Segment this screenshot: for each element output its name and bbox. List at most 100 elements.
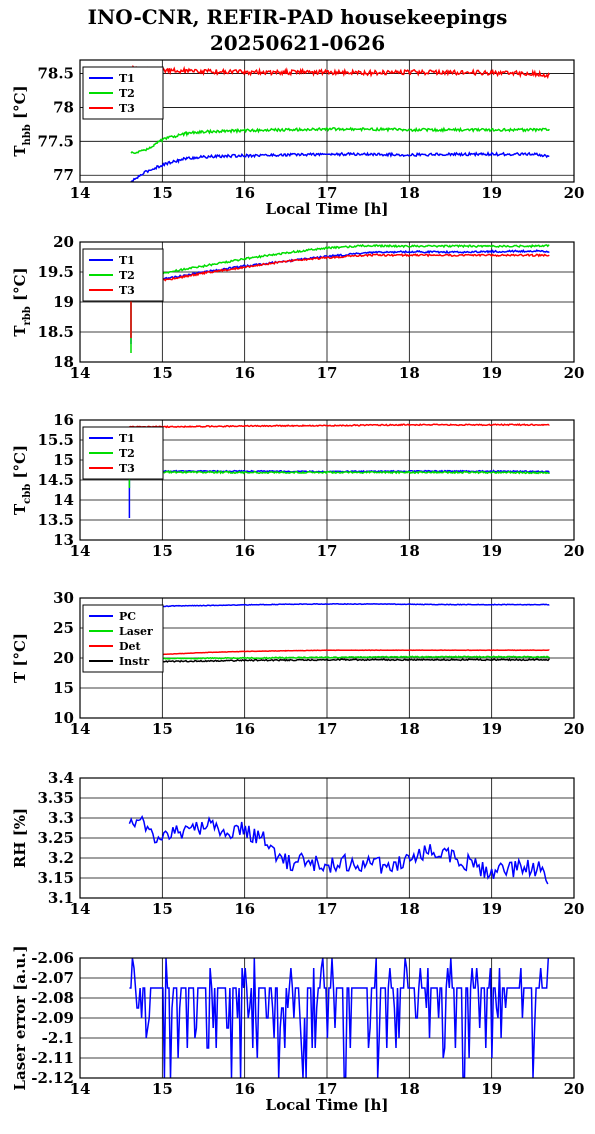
chart-panel-4: 14 15 16 17 18 19 20 10 15 20 25 30 T [°C] PC Laser Det… xyxy=(11,589,584,738)
x-tick-label: 14 xyxy=(70,900,91,918)
y-axis-label: Tcbb [°C] xyxy=(11,445,33,515)
x-tick-label: 18 xyxy=(399,542,420,560)
y-tick-label: 15 xyxy=(53,451,74,469)
y-tick-label: 13.5 xyxy=(37,511,74,529)
legend-label: Laser xyxy=(119,625,153,638)
y-tick-label: 77.5 xyxy=(37,132,74,150)
chart-panel-6: 14 15 16 17 18 19 20 -2.12 -2.11 -2.1 -2.09 -2.08 -2… xyxy=(11,945,584,1114)
x-tick-label: 20 xyxy=(564,364,585,382)
legend-label: T3 xyxy=(119,102,135,115)
x-tick-label: 20 xyxy=(564,900,585,918)
x-tick-label: 15 xyxy=(152,1080,173,1098)
y-tick-label: -2.1 xyxy=(42,1029,74,1047)
x-tick-label: 14 xyxy=(70,184,91,202)
x-tick-label: 18 xyxy=(399,900,420,918)
chart-title-block: INO-CNR, REFIR-PAD housekeepings 2025062… xyxy=(0,4,595,56)
x-tick-label: 19 xyxy=(481,720,502,738)
x-tick-label: 16 xyxy=(234,184,255,202)
series-line-t2 xyxy=(130,243,550,353)
legend: T1 T2 T3 xyxy=(82,66,164,120)
y-tick-label: 3.2 xyxy=(48,849,74,867)
x-tick-label: 20 xyxy=(564,542,585,560)
legend-label: T2 xyxy=(119,447,135,460)
y-tick-label: 18 xyxy=(53,353,74,371)
y-tick-label: 78.5 xyxy=(37,65,74,83)
y-tick-label: 25 xyxy=(53,619,74,637)
y-tick-label: 3.4 xyxy=(48,769,74,787)
y-tick-label: 14.5 xyxy=(37,471,74,489)
x-tick-label: 19 xyxy=(481,900,502,918)
legend-label: T2 xyxy=(119,269,135,282)
x-tick-label: 19 xyxy=(481,1080,502,1098)
legend-label: T1 xyxy=(119,72,135,85)
y-tick-label: -2.12 xyxy=(31,1069,74,1087)
x-tick-label: 17 xyxy=(317,720,338,738)
series-line-t2 xyxy=(130,126,550,155)
y-tick-label: 30 xyxy=(53,589,74,607)
series-line-t1 xyxy=(128,469,550,518)
y-tick-label: 15 xyxy=(53,679,74,697)
plot-frame xyxy=(79,957,575,1079)
plot-frame xyxy=(79,597,575,719)
legend-label: T1 xyxy=(119,432,135,445)
y-tick-label: -2.11 xyxy=(31,1049,74,1067)
chart-panel-5: 14 15 16 17 18 19 20 3.1 3.15 3.2 3.25 3.3 3.35 3.4 RH… xyxy=(11,769,584,918)
y-tick-label: 78 xyxy=(53,98,74,116)
y-tick-label: -2.08 xyxy=(31,989,74,1007)
series-line-data xyxy=(129,958,550,1078)
x-tick-label: 14 xyxy=(70,1080,91,1098)
y-tick-label: 20 xyxy=(53,233,74,251)
y-tick-label: 3.15 xyxy=(37,869,74,887)
x-tick-label: 19 xyxy=(481,364,502,382)
y-tick-label: 19 xyxy=(53,293,74,311)
x-tick-label: 15 xyxy=(152,720,173,738)
series-line-pc xyxy=(131,602,550,609)
series-line-t2 xyxy=(128,469,550,488)
x-tick-label: 14 xyxy=(70,542,91,560)
chart-panel-1: 14 15 16 17 18 19 20 77 77.5 78 78.5 Local Time [h]… xyxy=(11,59,585,218)
legend: PC Laser Det Instr xyxy=(82,604,164,673)
x-tick-label: 14 xyxy=(70,720,91,738)
y-tick-label: 13 xyxy=(53,531,74,549)
y-tick-label: 15.5 xyxy=(37,431,74,449)
x-tick-label: 16 xyxy=(234,1080,255,1098)
y-tick-label: 16 xyxy=(53,411,74,429)
y-tick-label: 20 xyxy=(53,649,74,667)
legend-label: T3 xyxy=(119,284,135,297)
legend-label: T2 xyxy=(119,87,135,100)
y-tick-label: 10 xyxy=(53,709,74,727)
chart-title: INO-CNR, REFIR-PAD housekeepings xyxy=(87,5,508,29)
chart-panel-3: 14 15 16 17 18 19 20 13 13.5 14 14.5 15 15.5 16 Tcbb [… xyxy=(11,411,584,560)
legend-label: T1 xyxy=(119,254,135,267)
x-tick-label: 15 xyxy=(152,900,173,918)
plot-frame xyxy=(79,419,575,541)
x-tick-label: 17 xyxy=(317,184,338,202)
y-tick-label: 19.5 xyxy=(37,263,74,281)
x-axis-label: Local Time [h] xyxy=(266,200,389,218)
x-tick-label: 19 xyxy=(481,184,502,202)
y-tick-label: 3.1 xyxy=(48,889,74,907)
plot-frame xyxy=(79,59,575,183)
x-tick-label: 17 xyxy=(317,364,338,382)
x-tick-label: 17 xyxy=(317,900,338,918)
y-tick-label: -2.07 xyxy=(31,969,74,987)
y-tick-label: 18.5 xyxy=(37,323,74,341)
x-tick-label: 19 xyxy=(481,542,502,560)
x-tick-label: 20 xyxy=(564,184,585,202)
y-axis-label: T [°C] xyxy=(11,633,29,683)
plot-frame xyxy=(79,241,575,363)
series-line-det xyxy=(130,649,550,657)
legend-label: Instr xyxy=(119,655,149,668)
series-line-t3 xyxy=(130,253,550,338)
y-axis-label: Trbb [°C] xyxy=(11,267,33,336)
y-axis-label: Laser error [a.u.] xyxy=(11,945,29,1090)
x-tick-label: 20 xyxy=(564,1080,585,1098)
chart-subtitle: 20250621-0626 xyxy=(209,31,386,55)
y-tick-label: 3.3 xyxy=(48,809,74,827)
x-tick-label: 18 xyxy=(399,1080,420,1098)
y-tick-label: 3.25 xyxy=(37,829,74,847)
legend-label: Det xyxy=(119,640,142,653)
series-line-t3 xyxy=(130,64,550,80)
series-line-instr xyxy=(131,658,550,664)
series-line-t1 xyxy=(130,151,550,182)
